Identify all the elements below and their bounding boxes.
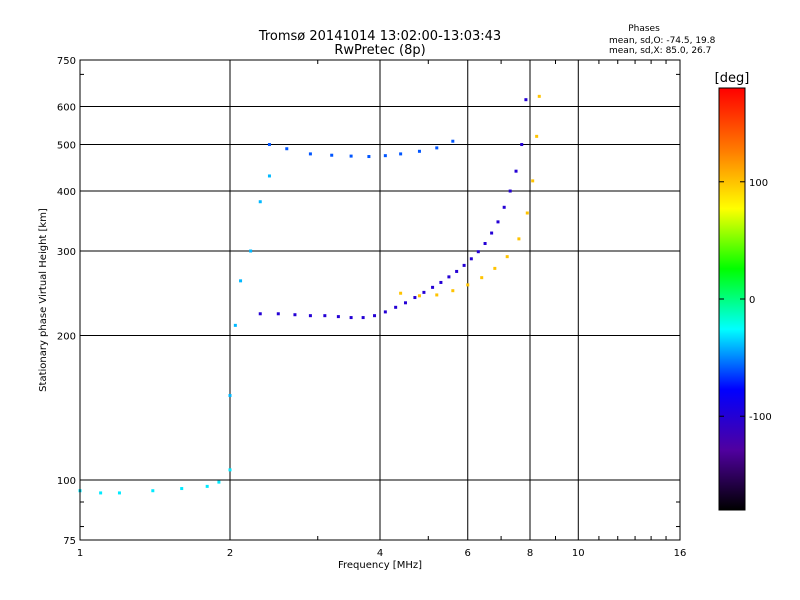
data-point	[233, 323, 237, 327]
data-point	[520, 143, 524, 147]
data-point	[249, 249, 253, 253]
data-point	[151, 489, 155, 493]
data-point	[267, 143, 271, 147]
data-point	[417, 149, 421, 153]
data-point	[336, 315, 340, 319]
data-point	[276, 312, 280, 316]
data-point	[466, 283, 470, 287]
x-tick-label: 6	[465, 548, 471, 559]
y-tick-label: 75	[63, 536, 76, 547]
data-point	[531, 179, 535, 183]
data-point	[439, 280, 443, 284]
chart-subtitle: RwPretec (8p)	[334, 43, 425, 58]
y-tick-label: 600	[57, 103, 76, 114]
data-point	[508, 189, 512, 193]
data-point	[367, 155, 371, 159]
y-tick-label: 100	[57, 476, 76, 487]
data-point	[435, 293, 439, 297]
data-point	[239, 279, 243, 283]
data-point	[490, 231, 494, 235]
data-point	[476, 250, 480, 254]
stats-line-x: mean, sd,X: 85.0, 26.7	[609, 46, 711, 56]
stats-heading: Phases	[628, 24, 660, 34]
data-point	[535, 134, 539, 138]
x-tick-label: 4	[377, 548, 383, 559]
data-point	[431, 285, 435, 289]
data-point	[373, 314, 377, 318]
data-point	[505, 255, 509, 259]
x-tick-label: 1	[77, 548, 83, 559]
y-tick-label: 500	[57, 141, 76, 152]
x-tick-label: 16	[674, 548, 687, 559]
data-point	[455, 269, 459, 273]
colorbar-tick-label: 100	[749, 178, 768, 189]
data-point	[217, 480, 221, 484]
data-point	[462, 263, 466, 267]
data-point	[447, 275, 451, 279]
x-tick-label: 2	[227, 548, 233, 559]
x-axis-label: Frequency [MHz]	[338, 560, 422, 571]
data-point	[502, 205, 506, 209]
data-point	[323, 314, 327, 318]
data-point	[435, 146, 439, 150]
data-point	[514, 169, 518, 173]
data-point	[403, 301, 407, 305]
y-tick-label: 400	[57, 187, 76, 198]
data-point	[383, 154, 387, 158]
data-point	[394, 305, 398, 309]
data-point	[399, 152, 403, 156]
data-point	[422, 290, 426, 294]
data-point	[483, 242, 487, 246]
data-point	[469, 257, 473, 261]
data-point	[537, 94, 541, 98]
data-point	[524, 98, 528, 102]
data-point	[258, 200, 262, 204]
data-point	[228, 394, 232, 398]
y-tick-label: 200	[57, 332, 76, 343]
data-point	[205, 484, 209, 488]
colorbar-tick-label: 0	[749, 295, 755, 306]
data-point	[330, 153, 334, 157]
data-point	[361, 316, 365, 320]
data-point	[451, 289, 455, 293]
chart-title: Tromsø 20141014 13:02:00-13:03:43	[258, 29, 501, 44]
y-axis-label: Stationary phase Virtual Height [km]	[38, 208, 49, 392]
data-point	[285, 147, 289, 151]
data-point	[399, 291, 403, 295]
colorbar-label: [deg]	[715, 71, 750, 86]
plot-frame	[79, 59, 681, 541]
colorbar-tick-label: -100	[749, 412, 772, 423]
axis-ticks: 1 2 4 6 8 10 16 75 100 200 300 400 500 600 750	[57, 56, 686, 559]
data-point	[267, 174, 271, 178]
data-point	[308, 152, 312, 156]
data-point	[180, 487, 184, 491]
data-point	[349, 154, 353, 158]
data-point	[308, 314, 312, 318]
data-point	[480, 276, 484, 280]
data-point	[451, 139, 455, 143]
data-point	[383, 310, 387, 314]
colorbar-ticks: 100 0 -100	[719, 178, 772, 423]
data-point	[117, 491, 121, 495]
data-point	[517, 237, 521, 241]
data-point	[349, 316, 353, 320]
data-point	[417, 294, 421, 298]
data-point	[228, 468, 232, 472]
y-tick-label: 750	[57, 56, 76, 67]
stats-line-o: mean, sd,O: -74.5, 19.8	[609, 36, 716, 46]
y-tick-label: 300	[57, 247, 76, 258]
grid	[80, 60, 680, 540]
x-tick-label: 8	[527, 548, 533, 559]
data-points	[78, 94, 541, 495]
data-point	[99, 491, 103, 495]
data-point	[293, 313, 297, 317]
data-point	[525, 211, 529, 215]
x-tick-label: 10	[572, 548, 585, 559]
data-point	[493, 266, 497, 270]
data-point	[413, 296, 417, 300]
data-point	[496, 220, 500, 224]
data-point	[258, 312, 262, 316]
